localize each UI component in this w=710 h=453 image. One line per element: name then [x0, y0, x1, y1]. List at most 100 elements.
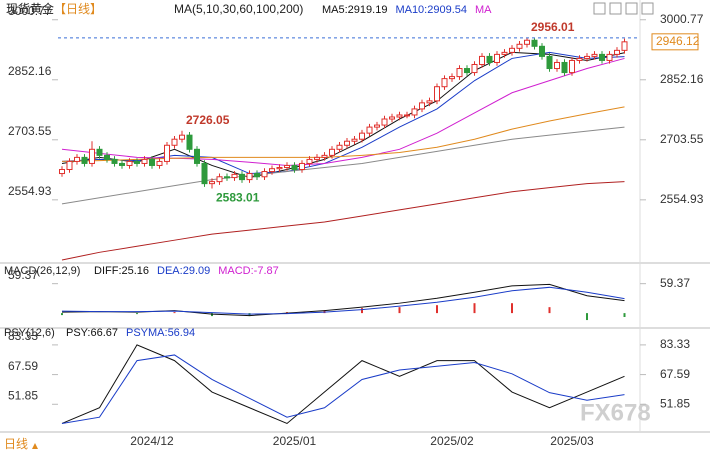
candle-body	[186, 134, 193, 150]
x-tick-label: 2025/03	[550, 434, 594, 448]
candle-body	[126, 160, 133, 166]
candle-body	[164, 144, 170, 162]
y-tick-label: 67.59	[8, 359, 38, 373]
y-tick-label: 2554.93	[8, 184, 52, 198]
candle-body	[531, 39, 538, 47]
candle-body	[171, 138, 178, 146]
candle-body	[404, 114, 410, 117]
period-tab[interactable]: 日线	[4, 437, 28, 451]
candle-body	[381, 118, 388, 126]
candle-body	[426, 100, 433, 104]
macd-line	[61, 286, 625, 315]
icon[interactable]	[641, 2, 654, 15]
icon[interactable]	[609, 2, 622, 15]
candle-body	[231, 173, 238, 179]
candle-body	[396, 114, 403, 118]
candle-body	[66, 160, 73, 171]
ma-line	[61, 57, 625, 166]
candle-body	[516, 43, 523, 49]
candle-body	[584, 55, 590, 59]
candle-body	[216, 176, 223, 183]
candle-body	[239, 173, 245, 181]
y-tick-label: 2703.55	[660, 132, 704, 146]
y-tick-label: 83.33	[660, 337, 690, 351]
y-tick-label: 2852.16	[660, 72, 704, 86]
candle-body	[569, 59, 575, 74]
y-tick-label: 51.85	[660, 396, 690, 410]
x-tick-label: 2024/12	[130, 434, 174, 448]
psy-line	[61, 344, 625, 425]
y-tick-label: 59.37	[660, 276, 690, 290]
candle-body	[111, 158, 118, 164]
candle-body	[501, 51, 508, 55]
price-annotation: 2956.01	[531, 20, 575, 34]
candle-body	[486, 55, 493, 63]
candle-body	[81, 156, 88, 164]
last-price-label: 2946.12	[656, 34, 700, 48]
candle-body	[524, 39, 530, 45]
y-tick-label: 2703.55	[8, 124, 52, 138]
ma-line	[61, 51, 625, 179]
candle-body	[276, 166, 283, 170]
candle-body	[119, 162, 125, 166]
candle-body	[269, 168, 275, 173]
candle-body	[96, 148, 103, 156]
title: 现货黄金	[6, 1, 54, 16]
x-tick-label: 2025/01	[273, 434, 317, 448]
candle-body	[329, 148, 335, 156]
candle-body	[314, 156, 320, 160]
candle-body	[434, 86, 440, 102]
candle-body	[389, 116, 395, 120]
candle-body	[509, 47, 515, 53]
legend-entry: PSY:66.67	[66, 327, 118, 339]
candle-body	[209, 181, 215, 185]
candle-body	[344, 140, 350, 146]
icon[interactable]	[593, 2, 606, 15]
candle-body	[291, 164, 298, 171]
psy-line	[61, 354, 625, 424]
legend-entry: MA	[475, 4, 492, 16]
candle-body	[614, 49, 620, 55]
candle-body	[321, 154, 328, 158]
candle-body	[546, 55, 553, 70]
y-tick-label: 3000.77	[660, 12, 704, 26]
candle-body	[299, 162, 305, 171]
candle-body	[246, 173, 253, 181]
y-tick-label: 67.59	[660, 367, 690, 381]
y-tick-label: 83.33	[8, 329, 38, 343]
y-tick-label: 2554.93	[660, 192, 704, 206]
candle-body	[336, 144, 343, 150]
candle-body	[134, 160, 140, 164]
candle-body	[576, 57, 583, 61]
candle-body	[464, 68, 470, 74]
candle-body	[561, 61, 568, 74]
ma-line	[61, 181, 625, 261]
y-tick-label: 2852.16	[8, 64, 52, 78]
legend-entry: MACD:-7.87	[218, 265, 279, 277]
candle-body	[141, 158, 148, 164]
candle-body	[591, 53, 598, 57]
toolbar-icons[interactable]	[593, 2, 654, 15]
legend-entry: PSYMA:56.94	[126, 327, 195, 339]
candle-body	[59, 169, 65, 175]
candle-body	[449, 76, 455, 80]
candle-body	[539, 45, 545, 57]
x-tick-label: 2025/02	[430, 434, 474, 448]
candle-body	[201, 162, 208, 185]
tab-arrow[interactable]	[32, 443, 38, 449]
candle-body	[599, 53, 605, 61]
legend-entry: DIFF:25.16	[94, 265, 149, 277]
icon[interactable]	[625, 2, 638, 15]
candle-body	[411, 108, 418, 116]
candle-body	[284, 164, 290, 168]
candle-body	[194, 148, 200, 164]
subtitle[interactable]: 【日线】	[54, 2, 102, 16]
candle-body	[261, 171, 268, 178]
candle-body	[554, 61, 560, 70]
price-annotation: 2583.01	[216, 191, 260, 205]
psy-title: PSY(12,6)	[4, 327, 55, 339]
candle-body	[224, 176, 230, 179]
legend-entry: MA5:2919.19	[322, 4, 387, 16]
indicator[interactable]: MA(5,10,30,60,100,200)	[174, 2, 303, 16]
